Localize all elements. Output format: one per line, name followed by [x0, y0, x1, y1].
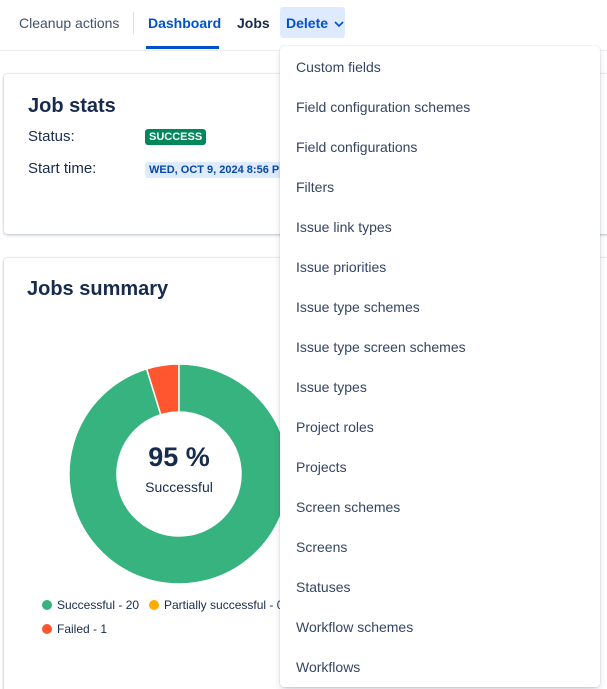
menu-item[interactable]: Screens: [296, 539, 348, 555]
legend-label: Successful - 20: [57, 598, 140, 612]
field-label: Start time:: [28, 160, 97, 177]
card-title: Job stats: [28, 95, 116, 117]
menu-item[interactable]: Projects: [296, 459, 347, 475]
status-lozenge: SUCCESS: [145, 129, 207, 145]
menu-item[interactable]: Custom fields: [296, 59, 381, 75]
legend-dot: [42, 600, 52, 610]
menu-item[interactable]: Issue type schemes: [296, 299, 420, 315]
active-indicator: [146, 46, 219, 49]
nav-link[interactable]: Dashboard: [148, 15, 222, 31]
menu-item[interactable]: Workflows: [296, 659, 361, 675]
nav-bar: Cleanup actions Dashboard Jobs Delete: [0, 0, 607, 51]
menu-item[interactable]: Issue priorities: [296, 259, 387, 275]
menu-item[interactable]: Statuses: [296, 579, 351, 595]
menu-item[interactable]: Workflow schemes: [296, 619, 414, 635]
field-label: Status:: [28, 128, 75, 145]
nav-link[interactable]: Jobs: [237, 15, 270, 31]
donut-segment: [68, 363, 290, 585]
center-label: Successful: [145, 479, 213, 495]
menu-item[interactable]: Field configurations: [296, 139, 418, 155]
date-lozenge: WED, OCT 9, 2024 8:56 PM: [145, 162, 293, 178]
menu-item[interactable]: Filters: [296, 179, 335, 195]
menu-item[interactable]: Issue type screen schemes: [296, 339, 466, 355]
card-title: Jobs summary: [27, 278, 169, 300]
legend-label: Failed - 1: [57, 622, 108, 636]
nav-separator: [133, 12, 134, 34]
center-value: 95 %: [148, 442, 210, 472]
button-label: Delete: [286, 15, 329, 31]
legend-dot: [42, 624, 52, 634]
menu-item[interactable]: Issue link types: [296, 219, 392, 235]
menu-item[interactable]: Screen schemes: [296, 499, 401, 515]
menu-item[interactable]: Project roles: [296, 419, 374, 435]
legend-label: Partially successful - 0: [164, 598, 284, 612]
chevron: [334, 21, 344, 28]
nav-link[interactable]: Cleanup actions: [19, 15, 120, 31]
legend-dot: [149, 600, 159, 610]
delete-menu-button[interactable]: Delete: [280, 7, 345, 38]
delete-dropdown: Custom fields Field configuration schemes…: [280, 46, 600, 687]
menu-item[interactable]: Issue types: [296, 379, 367, 395]
menu-item[interactable]: Field configuration schemes: [296, 99, 471, 115]
